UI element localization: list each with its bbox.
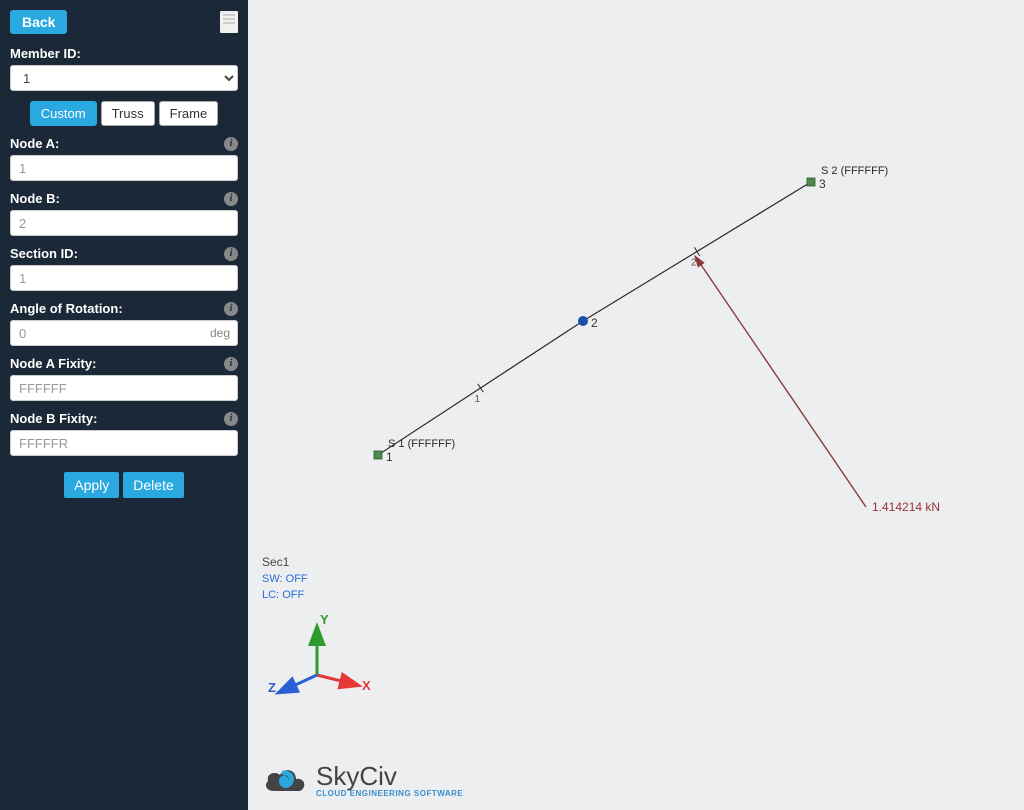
support-marker[interactable] [807,178,815,186]
sidebar: Back Member ID: 1 Custom Truss Frame Nod… [0,0,248,810]
lc-status: LC: OFF [262,589,308,601]
node-b-label-text: Node B: [10,191,60,206]
info-icon[interactable]: i [224,192,238,206]
logo-name: SkyCiv [316,763,463,789]
logo: SkyCiv CLOUD ENGINEERING SOFTWARE [262,763,463,798]
member-label: 1 [475,394,481,405]
apply-button[interactable]: Apply [64,472,119,498]
axes-indicator: X Y Z [262,610,372,710]
section-id-label: Section ID: i [10,246,238,261]
x-axis [317,675,357,685]
fixity-b-label-text: Node B Fixity: [10,411,97,426]
z-axis [280,675,317,692]
custom-button[interactable]: Custom [30,101,97,126]
node-a-label: Node A: i [10,136,238,151]
logo-text: SkyCiv CLOUD ENGINEERING SOFTWARE [316,763,463,798]
sw-label: SW: [262,573,283,585]
member-type-group: Custom Truss Frame [10,101,238,126]
rotation-input-wrap: deg [10,320,238,346]
section-name: Sec1 [262,555,308,569]
lc-label: LC: [262,589,279,601]
node-label: 3 [819,177,826,191]
node-marker[interactable] [578,316,588,326]
info-icon[interactable]: i [224,137,238,151]
delete-button[interactable]: Delete [123,472,183,498]
member-id-label: Member ID: [10,46,238,61]
info-icon[interactable]: i [224,357,238,371]
node-label: 1 [386,450,393,464]
notes-icon[interactable] [220,11,238,33]
truss-button[interactable]: Truss [101,101,155,126]
model-canvas[interactable]: 121.414214 kNS 1 (FFFFFF)12S 2 (FFFFFF)3… [248,0,1024,810]
back-button[interactable]: Back [10,10,67,34]
rotation-input[interactable] [10,320,238,346]
node-label: 2 [591,316,598,330]
node-b-label: Node B: i [10,191,238,206]
info-icon[interactable]: i [224,412,238,426]
lc-value: OFF [282,589,304,601]
fixity-a-input[interactable] [10,375,238,401]
member-tick [694,247,699,256]
node-a-input[interactable] [10,155,238,181]
sw-value: OFF [286,573,308,585]
load-arrow[interactable] [695,256,866,507]
logo-tagline: CLOUD ENGINEERING SOFTWARE [316,789,463,798]
rotation-label: Angle of Rotation: i [10,301,238,316]
node-b-input[interactable] [10,210,238,236]
sw-status: SW: OFF [262,573,308,585]
info-icon[interactable]: i [224,302,238,316]
support-label: S 1 (FFFFFF) [388,438,455,450]
member-id-select[interactable]: 1 [10,65,238,91]
sidebar-header: Back [10,10,238,34]
load-label: 1.414214 kN [872,500,940,514]
support-marker[interactable] [374,451,382,459]
section-id-input[interactable] [10,265,238,291]
fixity-a-label: Node A Fixity: i [10,356,238,371]
info-icon[interactable]: i [224,247,238,261]
member-tick [478,384,483,392]
y-axis-label: Y [320,612,329,627]
status-box: Sec1 SW: OFF LC: OFF [262,555,308,601]
fixity-a-label-text: Node A Fixity: [10,356,96,371]
section-id-label-text: Section ID: [10,246,78,261]
frame-button[interactable]: Frame [159,101,219,126]
fixity-b-input[interactable] [10,430,238,456]
member-id-label-text: Member ID: [10,46,81,61]
rotation-label-text: Angle of Rotation: [10,301,123,316]
node-a-label-text: Node A: [10,136,59,151]
fixity-b-label: Node B Fixity: i [10,411,238,426]
rotation-unit: deg [210,320,230,346]
action-row: Apply Delete [10,472,238,498]
cloud-icon [262,765,308,797]
support-label: S 2 (FFFFFF) [821,165,888,177]
x-axis-label: X [362,678,371,693]
z-axis-label: Z [268,680,276,695]
member-label: 2 [691,258,697,269]
